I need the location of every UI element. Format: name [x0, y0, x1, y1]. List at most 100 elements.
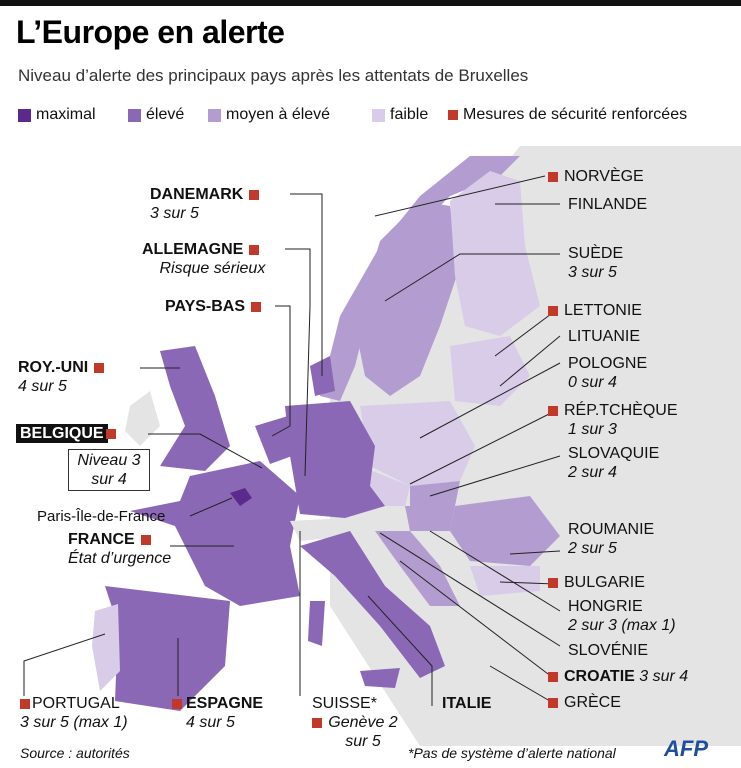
leader-line: [367, 595, 433, 706]
country-label: FINLANDE: [568, 195, 647, 214]
region-label: Paris-Île-de-France: [37, 508, 166, 525]
leader-line: [374, 175, 546, 217]
slovakia: [410, 481, 460, 506]
leader-line: [148, 433, 263, 469]
country-label: FRANCE État d’urgence: [68, 530, 171, 568]
legend-label: Mesures de sécurité renforcées: [463, 106, 688, 123]
country-name: CROATIE: [564, 668, 635, 685]
sicily: [360, 668, 400, 688]
country-label: NORVÈGE: [548, 167, 644, 186]
country-detail: 1 sur 3: [568, 421, 617, 438]
legend-item: moyen à élevé: [208, 106, 330, 124]
country-label: SLOVAQUIE 2 sur 4: [568, 444, 659, 482]
country-detail: 2 sur 4: [568, 464, 617, 481]
country-label: SUISSE* Genève 2 sur 5: [312, 694, 398, 751]
romania: [450, 496, 560, 566]
country-label: HONGRIE 2 sur 3 (max 1): [568, 597, 676, 635]
east-land: [620, 386, 741, 566]
baltics: [450, 336, 530, 406]
country-name: PAYS-BAS: [165, 298, 246, 315]
paris-region: [230, 488, 252, 506]
country-label: PORTUGAL 3 sur 5 (max 1): [20, 694, 128, 732]
legend-swatch: [372, 108, 385, 122]
leader-line: [499, 335, 561, 387]
legend-label: faible: [390, 106, 429, 123]
country-detail: 3 sur 5 (max 1): [20, 714, 128, 731]
legend-item: Mesures de sécurité renforcées: [448, 106, 687, 124]
benelux: [255, 416, 292, 464]
country-detail: 2 sur 3 (max 1): [568, 617, 676, 634]
country-detail: 3 sur 4: [639, 668, 689, 685]
country-name: ALLEMAGNE: [142, 241, 244, 258]
country-label: SUÈDE 3 sur 5: [568, 244, 623, 282]
leader-line: [285, 248, 311, 477]
portugal: [92, 604, 120, 691]
legend-swatch: [128, 108, 141, 122]
country-name: DANEMARK: [150, 186, 244, 203]
poland: [360, 401, 475, 486]
country-detail: 2 sur 5: [568, 540, 617, 557]
country-detail: 0 sur 4: [568, 374, 617, 391]
country-name: RÉP.TCHÈQUE: [564, 402, 678, 419]
country-label: SLOVÉNIE: [568, 641, 648, 660]
legend-item: maximal: [18, 106, 96, 124]
country-name: ITALIE: [442, 695, 492, 712]
legend-label: moyen à élevé: [226, 106, 331, 123]
country-name: SUÈDE: [568, 245, 624, 262]
leader-line: [499, 581, 556, 585]
country-detail: Risque sérieux: [159, 260, 266, 277]
france: [130, 461, 300, 606]
country-label: DANEMARK 3 sur 5: [150, 185, 265, 223]
country-label: ROUMANIE 2 sur 5: [568, 520, 654, 558]
country-name: ESPAGNE: [186, 695, 264, 712]
country-name: ROUMANIE: [568, 521, 655, 538]
map: [0, 136, 741, 768]
legend-label: élevé: [146, 106, 185, 123]
country-name: PORTUGAL: [32, 695, 120, 712]
country-label: RÉP.TCHÈQUE 1 sur 3: [548, 401, 678, 439]
country-detail: 3 sur 5: [150, 205, 199, 222]
country-name: FRANCE: [68, 531, 135, 548]
country-label: LITUANIE: [568, 327, 640, 346]
legend-swatch: [208, 108, 221, 122]
leader-line: [489, 665, 556, 705]
country-name: ROY.-UNI: [18, 359, 89, 376]
germany: [285, 401, 385, 518]
leader-line: [429, 455, 561, 497]
legend-item: élevé: [128, 106, 184, 124]
greece: [480, 606, 520, 676]
source: Source : autorités: [20, 745, 130, 761]
country-detail: État d’urgence: [68, 550, 172, 567]
country-label: ALLEMAGNE Risque sérieux: [142, 240, 265, 278]
country-label: GRÈCE: [548, 693, 621, 712]
sweden: [355, 201, 460, 396]
country-name: SLOVAQUIE: [568, 445, 660, 462]
switzerland: [290, 518, 350, 541]
country-label: ITALIE: [442, 694, 491, 713]
title: L’Europe en alerte: [16, 14, 285, 50]
country-name: FINLANDE: [568, 196, 648, 213]
country-label: POLOGNE 0 sur 4: [568, 354, 647, 392]
leader-lines: [23, 175, 561, 706]
legend-item: faible: [372, 106, 428, 124]
bulgaria: [470, 566, 540, 596]
leader-line: [429, 530, 561, 612]
leader-line: [419, 362, 561, 439]
country-detail: Niveau 3 sur 4: [68, 449, 150, 491]
country-label: ROY.-UNI 4 sur 5: [18, 358, 110, 396]
country-name: GRÈCE: [564, 694, 621, 711]
country-name: BELGIQUE: [16, 424, 108, 443]
country-name: POLOGNE: [568, 355, 648, 372]
leader-line: [23, 633, 106, 696]
country-detail: 4 sur 5: [186, 714, 235, 731]
spain: [105, 586, 230, 711]
country-detail: 4 sur 5: [18, 378, 67, 395]
leader-line: [384, 253, 560, 302]
sardinia: [308, 601, 325, 646]
country-name: BULGARIE: [564, 574, 645, 591]
leader-line: [509, 550, 561, 555]
leader-line: [409, 410, 556, 485]
logo: AFP: [664, 736, 708, 761]
leader-line: [494, 310, 556, 357]
leader-line: [271, 305, 291, 437]
